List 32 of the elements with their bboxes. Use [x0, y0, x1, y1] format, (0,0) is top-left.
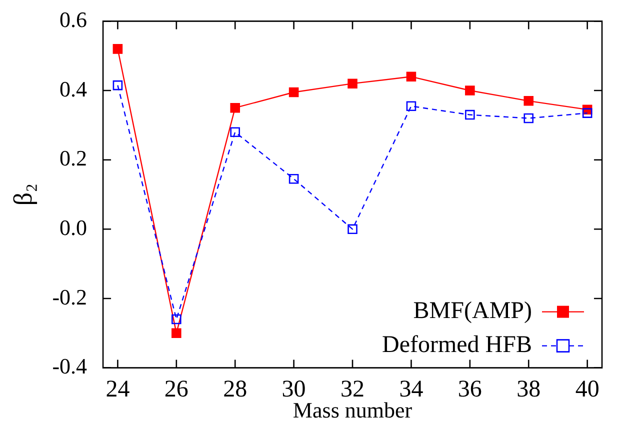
y-tick-label: 0.0	[60, 214, 88, 240]
y-tick-label: 0.4	[60, 76, 88, 102]
point	[348, 78, 358, 88]
legend-label: BMF(AMP)	[413, 298, 532, 324]
x-tick-label: 40	[575, 376, 600, 402]
point	[524, 113, 534, 124]
point	[230, 127, 240, 138]
x-tick-label: 26	[164, 376, 188, 402]
x-tick-label: 28	[223, 376, 248, 402]
point	[288, 174, 299, 184]
point	[406, 72, 416, 82]
point	[406, 101, 416, 112]
point	[172, 314, 182, 324]
x-tick-label: 38	[516, 376, 541, 402]
y-tick-label: -0.4	[52, 354, 88, 379]
point	[524, 96, 534, 106]
y-tick-label: 0.2	[60, 146, 88, 171]
y-tick-label: 0.6	[60, 6, 88, 32]
point	[348, 224, 358, 234]
x-tick-label: 24	[106, 376, 130, 402]
y-axis-title: β₂	[8, 183, 38, 206]
x-tick-label: 36	[458, 376, 482, 402]
point	[112, 44, 123, 54]
point	[112, 80, 123, 90]
point	[230, 102, 240, 113]
point	[465, 110, 475, 120]
y-tick-label: -0.2	[52, 284, 88, 310]
point	[288, 87, 299, 98]
legend-label: Deformed HFB	[382, 332, 532, 358]
point	[465, 86, 475, 96]
point	[172, 328, 182, 338]
point	[582, 108, 592, 118]
